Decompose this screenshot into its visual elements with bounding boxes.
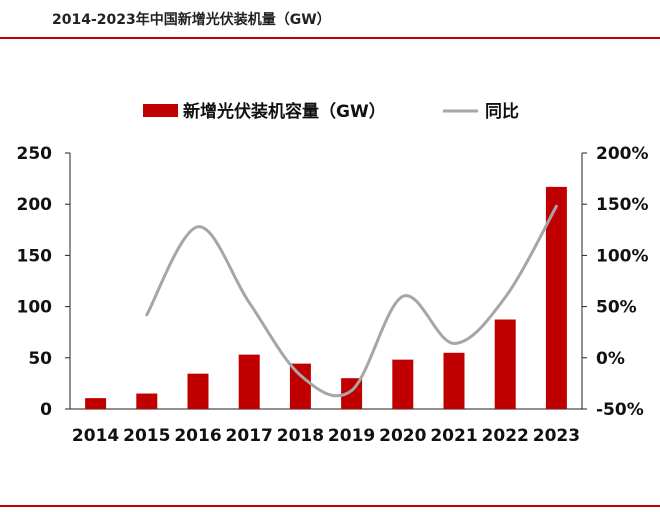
x-tick-label: 2023 bbox=[533, 426, 580, 446]
bar bbox=[545, 186, 567, 409]
bar bbox=[238, 354, 260, 409]
y-right-tick-label: 100% bbox=[596, 246, 649, 266]
y-left-tick-label: 100 bbox=[17, 298, 53, 318]
x-tick-label: 2022 bbox=[482, 426, 529, 446]
bar bbox=[289, 363, 311, 409]
y-left-tick-label: 200 bbox=[17, 195, 53, 215]
bottom-divider bbox=[0, 505, 660, 507]
y-right-tick-label: 150% bbox=[596, 195, 649, 215]
x-tick-label: 2020 bbox=[379, 426, 426, 446]
bar bbox=[494, 319, 516, 409]
bar bbox=[392, 359, 414, 409]
bar bbox=[136, 393, 158, 409]
legend: 新增光伏装机容量（GW） 同比 bbox=[143, 101, 519, 122]
y-right-tick-label: 200% bbox=[596, 144, 649, 164]
y-left-tick-label: 0 bbox=[40, 400, 52, 420]
legend-line-label: 同比 bbox=[485, 101, 519, 122]
bar bbox=[85, 398, 107, 409]
y-right-tick-label: 0% bbox=[596, 349, 625, 369]
x-tick-label: 2019 bbox=[328, 426, 375, 446]
page-title: 2014-2023年中国新增光伏装机量（GW） bbox=[52, 12, 331, 28]
title-divider bbox=[0, 37, 660, 39]
legend-bar-swatch bbox=[143, 104, 178, 117]
y-left-tick-label: 250 bbox=[17, 144, 53, 164]
legend-bar-label: 新增光伏装机容量（GW） bbox=[183, 101, 386, 122]
plot-area: 0 50 100 150 200 250 -50% 0% 50% 100% 150% 200% 2014… bbox=[17, 144, 649, 446]
y-left-tick-label: 150 bbox=[17, 246, 53, 266]
x-tick-label: 2015 bbox=[123, 426, 170, 446]
title-bar: 2014-2023年中国新增光伏装机量（GW） bbox=[0, 0, 660, 40]
bar bbox=[187, 373, 209, 409]
x-tick-label: 2021 bbox=[430, 426, 477, 446]
x-tick-label: 2017 bbox=[226, 426, 273, 446]
yoy-line bbox=[145, 204, 558, 398]
y-right-tick-label: 50% bbox=[596, 298, 637, 318]
bar bbox=[443, 352, 465, 409]
x-tick-label: 2014 bbox=[72, 426, 119, 446]
y-left-tick-label: 50 bbox=[28, 349, 52, 369]
y-right-tick-label: -50% bbox=[596, 400, 644, 420]
x-tick-label: 2018 bbox=[277, 426, 324, 446]
x-tick-label: 2016 bbox=[174, 426, 221, 446]
